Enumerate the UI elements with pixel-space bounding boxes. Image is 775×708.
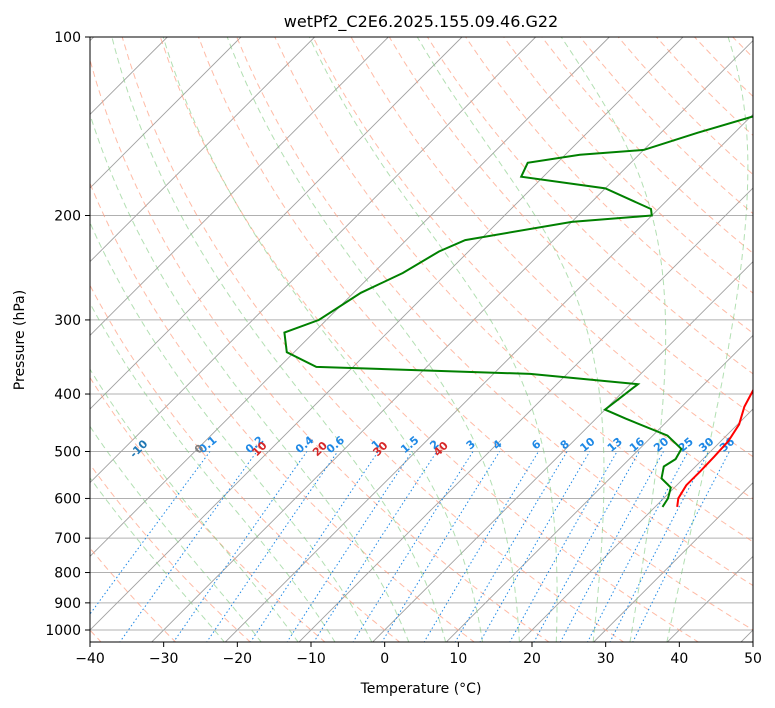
x-tick-label: 10 <box>449 651 467 667</box>
axis-ticks: −40 −30 −20 −10 0 10 20 30 40 50 100 200 300 400 500 60… <box>45 30 762 667</box>
mixing-ratio-line <box>381 451 501 642</box>
mixing-ratio-line <box>352 451 474 642</box>
y-tick-label: 1000 <box>45 623 81 639</box>
isotherm-line <box>151 40 753 642</box>
y-axis-title: Pressure (hPa) <box>12 290 28 390</box>
moist-adiabat-line <box>90 112 410 642</box>
isotherm-line <box>519 408 753 642</box>
isotherm-line <box>90 37 242 189</box>
moist-adiabat-line <box>111 37 447 642</box>
plot-background <box>90 37 753 642</box>
dry-adiabat-line <box>159 37 700 642</box>
dry-adiabat-line <box>121 37 625 642</box>
moist-adiabat-line <box>90 425 262 642</box>
mixing-ratio-line <box>632 451 730 642</box>
moist-adiabat-line <box>90 368 299 642</box>
mixing-ratio-line <box>533 451 640 642</box>
isotherm-line <box>90 37 536 484</box>
moist-adiabat-line <box>560 37 667 642</box>
mixing-ratio-line <box>423 451 539 642</box>
dry-adiabat-line <box>771 37 775 643</box>
dewpoint-line <box>283 115 753 508</box>
dry-adiabat-line <box>503 37 753 294</box>
mixing-ratio-line <box>509 451 618 642</box>
mixing-ratio-line <box>119 451 258 642</box>
isotherm-line <box>90 37 463 410</box>
mixing-ratio-line <box>206 451 339 642</box>
x-tick-label: −10 <box>296 651 326 667</box>
isotherm-line <box>90 37 389 336</box>
moist-adiabat-line <box>226 37 520 642</box>
mixing-ratio-line <box>587 451 689 642</box>
mixing-ratio-line <box>313 451 438 642</box>
y-tick-label: 900 <box>54 596 81 612</box>
isotherm-line <box>90 37 610 557</box>
x-tick-label: −40 <box>75 651 105 667</box>
x-tick-label: 40 <box>670 651 688 667</box>
isotherm-line <box>372 261 753 642</box>
isotherm-line <box>90 37 315 263</box>
background-lines <box>90 37 775 643</box>
plot-frame <box>89 36 754 643</box>
sounding-traces <box>283 115 753 508</box>
isotherm-line <box>445 334 753 642</box>
chart-title: wetPf2_C2E6.2025.155.09.46.G22 <box>284 12 558 32</box>
moist-adiabat-line <box>308 37 558 642</box>
isotherm-line <box>224 113 753 642</box>
mixing-ratio-line <box>249 451 379 642</box>
x-tick-label: 30 <box>597 651 615 667</box>
x-tick-label: 0 <box>380 651 389 667</box>
dry-adiabat-line <box>312 37 753 500</box>
dry-adiabat-line <box>90 376 326 642</box>
x-tick-label: −20 <box>223 651 253 667</box>
y-tick-label: 100 <box>54 30 81 46</box>
dry-adiabat-label: -30 <box>6 437 29 460</box>
y-tick-label: 600 <box>54 491 81 507</box>
dry-adiabat-line <box>90 463 251 642</box>
dry-adiabat-line <box>274 37 753 543</box>
x-tick-label: −30 <box>149 651 179 667</box>
x-axis-title: Temperature (°C) <box>360 681 482 697</box>
mixing-ratio-line <box>173 451 308 642</box>
dry-adiabat-line <box>90 57 550 642</box>
x-tick-label: 50 <box>744 651 762 667</box>
y-tick-label: 800 <box>54 566 81 582</box>
y-tick-label: 500 <box>54 444 81 460</box>
y-tick-label: 700 <box>54 531 81 547</box>
mixing-ratio-line <box>90 451 211 615</box>
temperature-line <box>676 388 753 508</box>
mixing-ratio-line <box>559 451 664 642</box>
mixing-ratio-line <box>286 451 413 642</box>
moist-adiabat-line <box>90 477 225 642</box>
moist-adiabat-line <box>416 37 605 642</box>
moist-adiabat-line <box>162 37 484 642</box>
moist-adiabat-line <box>90 302 336 642</box>
dry-adiabat-line <box>198 37 753 631</box>
y-tick-label: 300 <box>54 313 81 329</box>
y-tick-label: 400 <box>54 387 81 403</box>
x-tick-label: 20 <box>523 651 541 667</box>
moist-adiabat-line <box>90 221 373 642</box>
moist-adiabat-line <box>666 37 749 642</box>
y-tick-label: 200 <box>54 209 81 225</box>
dry-adiabat-line <box>236 37 753 587</box>
isotherm-line <box>593 482 753 642</box>
